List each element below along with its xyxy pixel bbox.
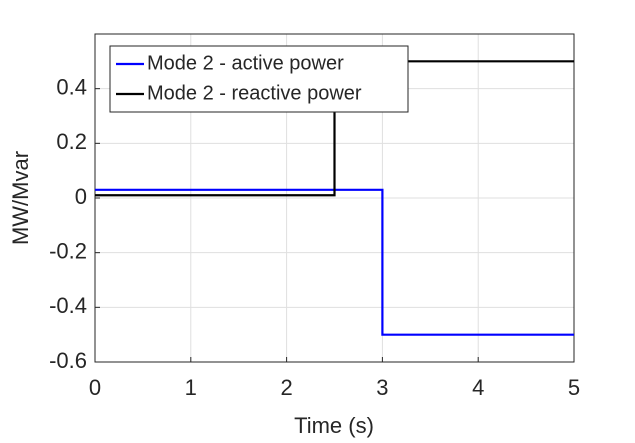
x-tick-label: 5 <box>568 375 580 400</box>
y-tick-label: -0.4 <box>49 293 87 318</box>
x-tick-label: 1 <box>185 375 197 400</box>
y-tick-label: 0.2 <box>56 129 87 154</box>
series-line <box>95 60 574 197</box>
y-tick-label: 0.4 <box>56 74 87 99</box>
x-axis-label: Time (s) <box>294 413 374 438</box>
x-tick-label: 3 <box>376 375 388 400</box>
legend-label: Mode 2 - active power <box>147 52 344 74</box>
y-tick-label: 0 <box>75 184 87 209</box>
axes-box <box>94 33 575 363</box>
y-tick-label: -0.6 <box>49 348 87 373</box>
x-tick-label: 2 <box>280 375 292 400</box>
legend-box <box>109 45 409 113</box>
y-axis-label: MW/Mvar <box>8 151 33 245</box>
series-line <box>95 188 574 336</box>
x-tick-label: 4 <box>472 375 484 400</box>
legend-label: Mode 2 - reactive power <box>147 82 362 104</box>
x-tick-label: 0 <box>89 375 101 400</box>
y-tick-label: -0.2 <box>49 238 87 263</box>
